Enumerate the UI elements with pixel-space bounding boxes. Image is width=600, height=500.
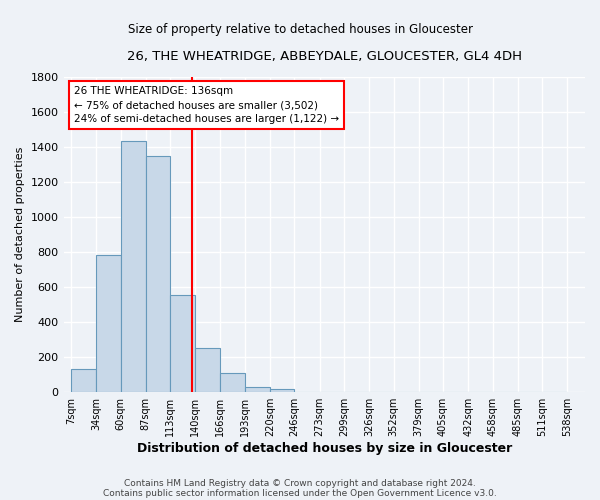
Bar [121,140,146,392]
Bar [97,254,121,392]
Text: Size of property relative to detached houses in Gloucester: Size of property relative to detached ho… [128,22,473,36]
Bar [196,348,220,392]
Text: Contains public sector information licensed under the Open Government Licence v3: Contains public sector information licen… [103,488,497,498]
Bar [220,373,245,392]
Bar [146,156,170,392]
Text: Contains HM Land Registry data © Crown copyright and database right 2024.: Contains HM Land Registry data © Crown c… [124,478,476,488]
Y-axis label: Number of detached properties: Number of detached properties [15,147,25,322]
Bar [170,295,196,392]
Title: 26, THE WHEATRIDGE, ABBEYDALE, GLOUCESTER, GL4 4DH: 26, THE WHEATRIDGE, ABBEYDALE, GLOUCESTE… [127,50,522,63]
X-axis label: Distribution of detached houses by size in Gloucester: Distribution of detached houses by size … [137,442,512,455]
Bar [270,388,295,392]
Bar [245,387,270,392]
Bar [71,370,97,392]
Text: 26 THE WHEATRIDGE: 136sqm
← 75% of detached houses are smaller (3,502)
24% of se: 26 THE WHEATRIDGE: 136sqm ← 75% of detac… [74,86,339,124]
